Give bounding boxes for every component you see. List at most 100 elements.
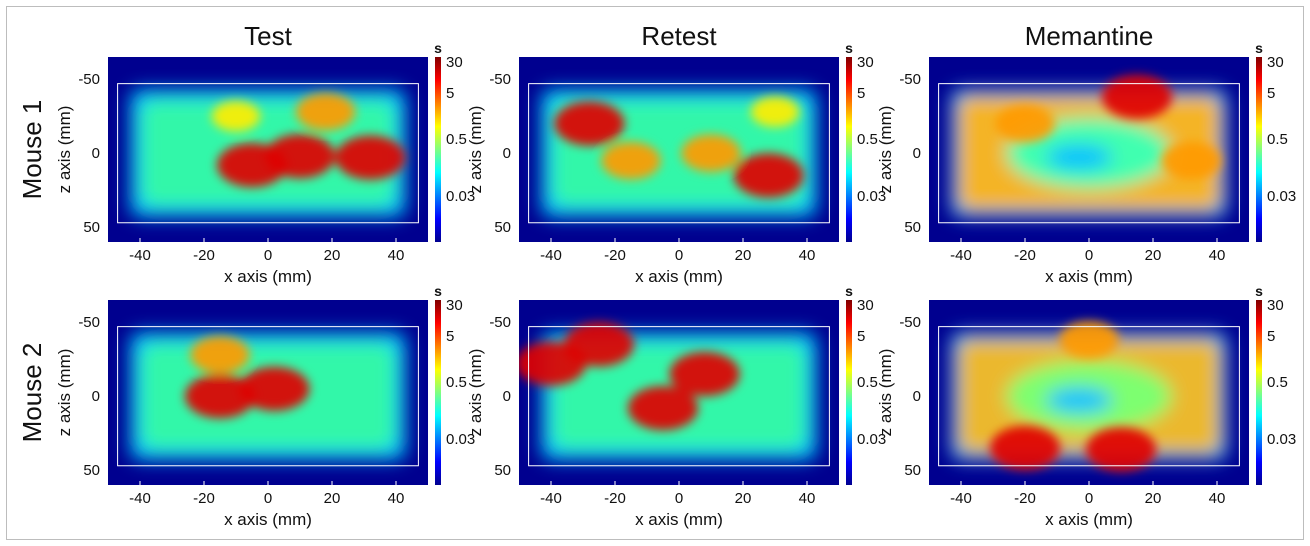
x-tick-label: -40 (950, 490, 972, 507)
hotspot-high (669, 351, 740, 397)
heatmap-panel: -40 -20 0 20 40 -50 0 50 x axis (mm) z axis (mm) s… (466, 283, 886, 529)
colorbar-tick-label: 30 (446, 54, 463, 71)
column-title: Memantine (1025, 21, 1154, 51)
hotspot-layer (184, 336, 310, 419)
colorbar-tick-label: 0.03 (857, 431, 886, 448)
hotspot-low (211, 100, 261, 132)
x-tick-label: -40 (129, 247, 151, 264)
colorbar (435, 300, 441, 485)
column-title: Test (244, 21, 292, 51)
colorbar-tick-label: 0.03 (446, 188, 475, 205)
colorbar-unit: s (1255, 283, 1263, 299)
x-tick-label: -20 (193, 490, 215, 507)
colorbar-tick-label: 30 (446, 297, 463, 314)
colorbar-unit: s (845, 283, 853, 299)
hotspot-medium (681, 134, 741, 172)
heatmap-panel: -40 -20 0 20 40 -50 0 50 x axis (mm) z axis (mm) s… (876, 40, 1296, 286)
y-axis-label: z axis (mm) (876, 349, 895, 437)
hotspot-low (750, 96, 800, 128)
colorbar-tick-label: 0.03 (1267, 431, 1296, 448)
y-axis-label: z axis (mm) (55, 106, 74, 194)
x-tick-label: 40 (799, 247, 816, 264)
x-tick-label: -20 (1014, 490, 1036, 507)
heatmap-surface (951, 321, 1227, 472)
colorbar (846, 57, 852, 242)
hotspot-high (1085, 427, 1157, 472)
colorbar-tick-label: 30 (1267, 54, 1284, 71)
colorbar-tick-label: 30 (857, 54, 874, 71)
hotspot-layer (995, 74, 1222, 180)
occupancy-low-spot (1045, 144, 1113, 170)
y-tick-label: 0 (913, 388, 921, 405)
x-tick-label: -20 (1014, 247, 1036, 264)
arena-outline (938, 83, 1240, 224)
heatmap-panel: -40 -20 0 20 40 -50 0 50 x axis (mm) z axis (mm) s… (466, 40, 886, 286)
y-axis-label: z axis (mm) (466, 349, 485, 437)
y-tick-label: -50 (78, 71, 100, 88)
x-axis-label: x axis (mm) (1045, 510, 1133, 529)
y-tick-label: 0 (503, 388, 511, 405)
hotspot-medium (295, 93, 356, 131)
colorbar-tick-label: 30 (857, 297, 874, 314)
hotspot-high (627, 385, 699, 431)
y-tick-label: 50 (83, 219, 100, 236)
heatmap-surface (541, 89, 817, 217)
heatmap-panel: -40 -20 0 20 40 -50 0 50 x axis (mm) z axis (mm) s… (55, 40, 475, 286)
hotspot-high (733, 153, 804, 198)
hotspot-medium (1161, 141, 1222, 180)
colorbar-tick-label: 5 (446, 328, 454, 345)
hotspot-high (554, 101, 625, 146)
x-axis-label: x axis (mm) (635, 510, 723, 529)
x-tick-label: 20 (735, 490, 752, 507)
x-tick-label: 40 (799, 490, 816, 507)
x-tick-label: 0 (675, 247, 683, 264)
y-tick-label: -50 (899, 314, 921, 331)
heatmap-panel: -40 -20 0 20 40 -50 0 50 x axis (mm) z axis (mm) s… (55, 283, 475, 529)
arena-outline (938, 326, 1240, 467)
x-axis-label: x axis (mm) (224, 267, 312, 286)
heatmap-surface (130, 332, 406, 460)
y-tick-label: 0 (92, 145, 100, 162)
x-tick-label: 0 (264, 247, 272, 264)
hotspot-layer (211, 93, 406, 188)
x-tick-label: 0 (675, 490, 683, 507)
x-axis-label: x axis (mm) (635, 267, 723, 286)
heatmap-figure: Test Retest Memantine Mouse 1 Mouse 2 -40 -20… (17, 21, 1296, 529)
y-tick-label: 0 (503, 145, 511, 162)
x-axis-label: x axis (mm) (1045, 267, 1133, 286)
x-tick-label: 40 (388, 490, 405, 507)
hotspot-high (989, 425, 1061, 471)
arena-outline (528, 83, 830, 224)
x-tick-label: 20 (1145, 247, 1162, 264)
colorbar (846, 300, 852, 485)
y-axis-label: z axis (mm) (466, 106, 485, 194)
colorbar-tick-label: 5 (857, 85, 865, 102)
arena-outline (117, 326, 419, 467)
colorbar-tick-label: 0.03 (857, 188, 886, 205)
x-tick-label: 20 (1145, 490, 1162, 507)
colorbar-tick-label: 0.03 (1267, 188, 1296, 205)
x-tick-label: 40 (1209, 490, 1226, 507)
colorbar-tick-label: 0.5 (857, 374, 878, 391)
x-tick-label: -20 (193, 247, 215, 264)
arena-outline (117, 83, 419, 224)
colorbar-unit: s (434, 40, 442, 56)
column-title: Retest (641, 21, 717, 51)
y-tick-label: -50 (899, 71, 921, 88)
x-tick-label: -40 (950, 247, 972, 264)
x-tick-label: 0 (1085, 247, 1093, 264)
x-tick-label: 20 (735, 247, 752, 264)
x-tick-label: -20 (604, 247, 626, 264)
x-tick-label: 0 (264, 490, 272, 507)
hotspot-high (563, 322, 635, 367)
heatmap-surface (951, 74, 1227, 217)
colorbar-tick-label: 0.5 (1267, 131, 1288, 148)
colorbar-unit: s (845, 40, 853, 56)
colorbar-unit: s (434, 283, 442, 299)
colorbar-tick-label: 5 (1267, 328, 1275, 345)
occupancy-low-spot (1045, 387, 1113, 413)
hotspot-high (216, 142, 288, 188)
colorbar-tick-label: 5 (1267, 85, 1275, 102)
x-tick-label: 40 (1209, 247, 1226, 264)
y-tick-label: -50 (489, 71, 511, 88)
